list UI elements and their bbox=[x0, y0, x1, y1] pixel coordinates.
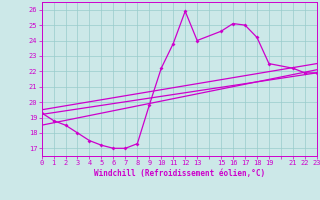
X-axis label: Windchill (Refroidissement éolien,°C): Windchill (Refroidissement éolien,°C) bbox=[94, 169, 265, 178]
